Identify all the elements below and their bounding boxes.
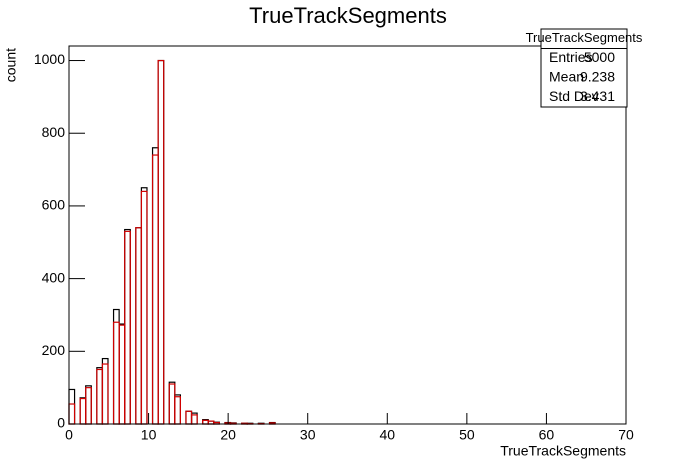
- stats-title: TrueTrackSegments: [526, 30, 643, 45]
- stats-value: 5000: [584, 49, 615, 65]
- stats-label: Std Dev: [549, 88, 599, 104]
- plot-frame: [68, 45, 627, 425]
- x-tick-label: 0: [65, 427, 73, 443]
- x-tick-label: 10: [141, 427, 157, 443]
- y-tick-label: 800: [42, 124, 66, 140]
- x-tick-label: 20: [220, 427, 236, 443]
- stats-value: 9.238: [580, 68, 615, 84]
- x-tick-label: 50: [459, 427, 475, 443]
- y-tick-label: 0: [57, 415, 65, 431]
- y-tick-label: 400: [42, 269, 66, 285]
- y-axis-label: count: [3, 48, 19, 82]
- stats-label: Entries: [549, 49, 593, 65]
- y-tick-label: 200: [42, 342, 66, 358]
- stats-box: [540, 28, 628, 108]
- chart-title: TrueTrackSegments: [249, 3, 447, 28]
- stats-label: Mean: [549, 68, 584, 84]
- x-tick-label: 60: [539, 427, 555, 443]
- x-tick-label: 70: [618, 427, 634, 443]
- x-tick-label: 30: [300, 427, 316, 443]
- x-axis-label: TrueTrackSegments: [500, 443, 626, 459]
- y-tick-label: 1000: [34, 51, 65, 67]
- x-tick-label: 40: [379, 427, 395, 443]
- stats-value: 3.431: [580, 88, 615, 104]
- y-tick-label: 600: [42, 197, 66, 213]
